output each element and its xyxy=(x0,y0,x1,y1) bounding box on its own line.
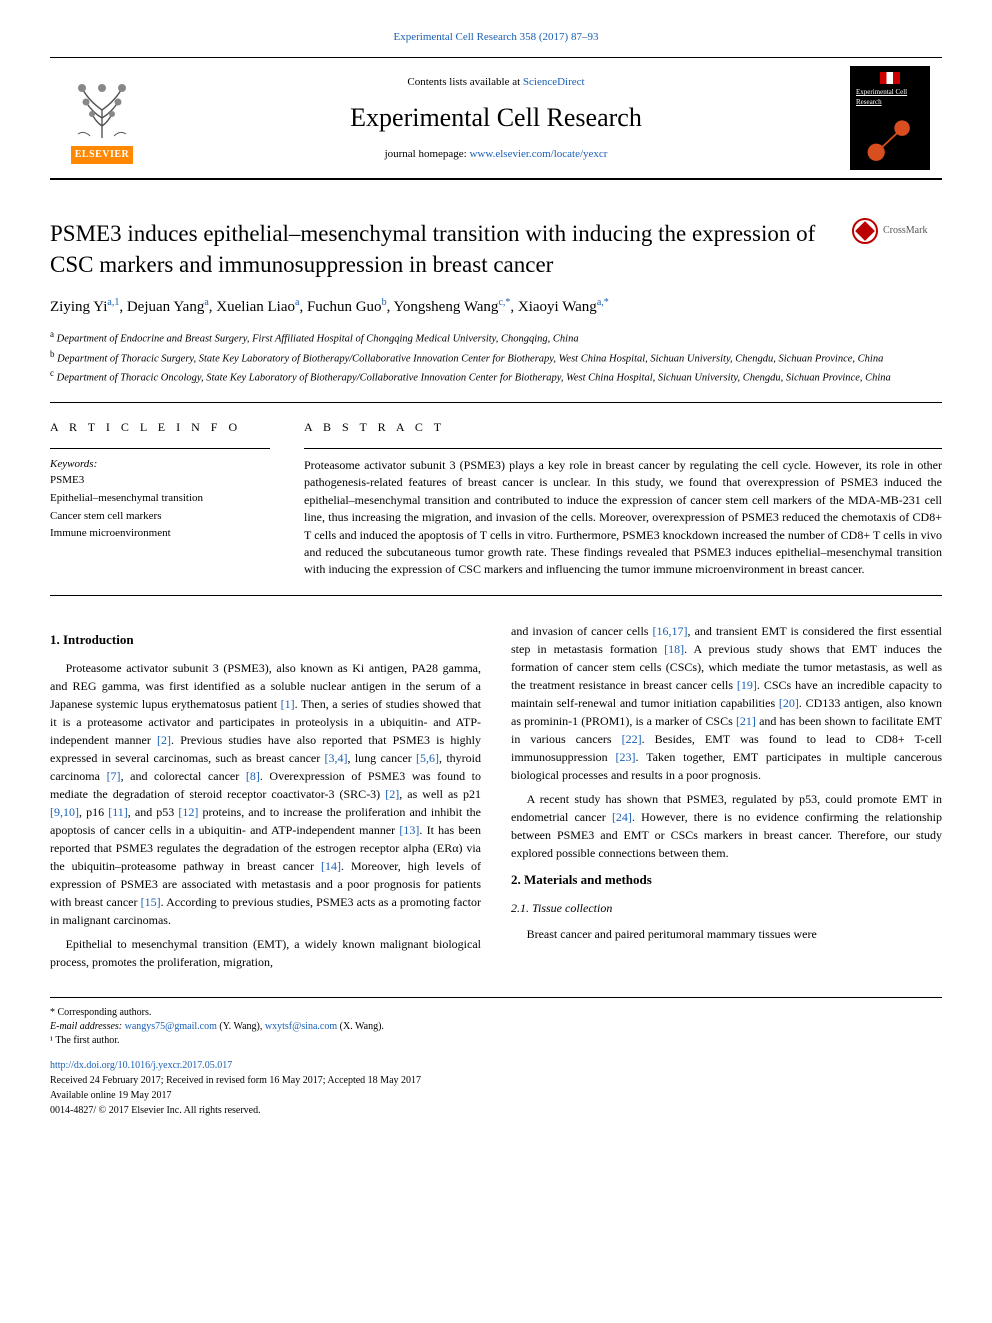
cover-title: Experimental Cell Research xyxy=(856,88,924,108)
homepage-prefix: journal homepage: xyxy=(385,148,470,160)
affiliation: b Department of Thoracic Surgery, State … xyxy=(50,348,942,367)
body-col-right: and invasion of cancer cells [16,17], an… xyxy=(511,622,942,978)
author: Yongsheng Wangc,* xyxy=(394,299,511,315)
divider xyxy=(304,448,942,449)
body-columns: 1. Introduction Proteasome activator sub… xyxy=(50,622,942,978)
affiliations: a Department of Endocrine and Breast Sur… xyxy=(50,328,942,386)
author: Dejuan Yanga xyxy=(127,299,209,315)
affiliation: c Department of Thoracic Oncology, State… xyxy=(50,367,942,386)
abstract-col: A B S T R A C T Proteasome activator sub… xyxy=(304,419,942,579)
keywords-list: PSME3 Epithelial–mesenchymal transition … xyxy=(50,472,270,542)
top-citation-link[interactable]: Experimental Cell Research 358 (2017) 87… xyxy=(394,31,599,43)
journal-cover: Experimental Cell Research xyxy=(850,66,930,170)
affiliation: a Department of Endocrine and Breast Sur… xyxy=(50,328,942,347)
divider xyxy=(50,448,270,449)
info-abstract-row: A R T I C L E I N F O Keywords: PSME3 Ep… xyxy=(50,419,942,579)
keyword: Cancer stem cell markers xyxy=(50,508,270,526)
intro-heading: 1. Introduction xyxy=(50,630,481,650)
first-author-note: ¹ The first author. xyxy=(50,1034,942,1048)
copyright-line: 0014-4827/ © 2017 Elsevier Inc. All righ… xyxy=(50,1105,261,1116)
author-list: Ziying Yia,1, Dejuan Yanga, Xuelian Liao… xyxy=(50,296,942,318)
corresponding-note: * Corresponding authors. xyxy=(50,1006,942,1020)
author: Xiaoyi Wanga,* xyxy=(518,299,609,315)
homepage-line: journal homepage: www.elsevier.com/locat… xyxy=(160,147,832,162)
tissue-heading: 2.1. Tissue collection xyxy=(511,899,942,917)
crossmark-icon xyxy=(852,218,878,244)
elsevier-tree-icon xyxy=(68,80,136,140)
contents-line: Contents lists available at ScienceDirec… xyxy=(160,75,832,90)
intro-paragraph: A recent study has shown that PSME3, reg… xyxy=(511,790,942,862)
title-row: PSME3 induces epithelial–mesenchymal tra… xyxy=(50,218,942,280)
sciencedirect-link[interactable]: ScienceDirect xyxy=(523,76,585,88)
intro-paragraph: Epithelial to mesenchymal transition (EM… xyxy=(50,935,481,971)
elsevier-wordmark: ELSEVIER xyxy=(71,146,134,164)
email-name: (Y. Wang), xyxy=(217,1021,265,1032)
journal-name: Experimental Cell Research xyxy=(160,100,832,136)
contents-prefix: Contents lists available at xyxy=(407,76,522,88)
cover-flag-icon xyxy=(880,72,900,84)
available-line: Available online 19 May 2017 xyxy=(50,1090,171,1101)
doi-link[interactable]: http://dx.doi.org/10.1016/j.yexcr.2017.0… xyxy=(50,1060,232,1071)
crossmark-label: CrossMark xyxy=(883,224,927,238)
author: Xuelian Liaoa xyxy=(216,299,299,315)
cover-art-icon xyxy=(860,116,920,164)
divider xyxy=(50,402,942,403)
divider xyxy=(50,595,942,596)
doi-block: http://dx.doi.org/10.1016/j.yexcr.2017.0… xyxy=(50,1058,942,1118)
article-title: PSME3 induces epithelial–mesenchymal tra… xyxy=(50,218,836,280)
email-link[interactable]: wxytsf@sina.com xyxy=(265,1021,337,1032)
email-link[interactable]: wangys75@gmail.com xyxy=(125,1021,217,1032)
received-line: Received 24 February 2017; Received in r… xyxy=(50,1075,421,1086)
footnotes: * Corresponding authors. E-mail addresse… xyxy=(50,997,942,1048)
keywords-label: Keywords: xyxy=(50,457,270,472)
author: Fuchun Guob xyxy=(307,299,387,315)
methods-heading: 2. Materials and methods xyxy=(511,870,942,890)
top-citation: Experimental Cell Research 358 (2017) 87… xyxy=(50,30,942,45)
emails-line: E-mail addresses: wangys75@gmail.com (Y.… xyxy=(50,1020,942,1034)
keyword: Epithelial–mesenchymal transition xyxy=(50,490,270,508)
emails-label: E-mail addresses: xyxy=(50,1021,125,1032)
abstract-text: Proteasome activator subunit 3 (PSME3) p… xyxy=(304,457,942,579)
abstract-heading: A B S T R A C T xyxy=(304,419,942,436)
homepage-link[interactable]: www.elsevier.com/locate/yexcr xyxy=(469,148,607,160)
intro-paragraph: and invasion of cancer cells [16,17], an… xyxy=(511,622,942,784)
tissue-paragraph: Breast cancer and paired peritumoral mam… xyxy=(511,925,942,943)
article-info-heading: A R T I C L E I N F O xyxy=(50,419,270,436)
header-center: Contents lists available at ScienceDirec… xyxy=(160,75,832,162)
keyword: PSME3 xyxy=(50,472,270,490)
body-col-left: 1. Introduction Proteasome activator sub… xyxy=(50,622,481,978)
crossmark-badge[interactable]: CrossMark xyxy=(852,218,942,244)
journal-header: ELSEVIER Contents lists available at Sci… xyxy=(50,57,942,180)
intro-paragraph: Proteasome activator subunit 3 (PSME3), … xyxy=(50,659,481,929)
email-name: (X. Wang). xyxy=(337,1021,384,1032)
elsevier-logo: ELSEVIER xyxy=(62,72,142,164)
author: Ziying Yia,1 xyxy=(50,299,119,315)
article-info-col: A R T I C L E I N F O Keywords: PSME3 Ep… xyxy=(50,419,270,579)
keyword: Immune microenvironment xyxy=(50,525,270,543)
